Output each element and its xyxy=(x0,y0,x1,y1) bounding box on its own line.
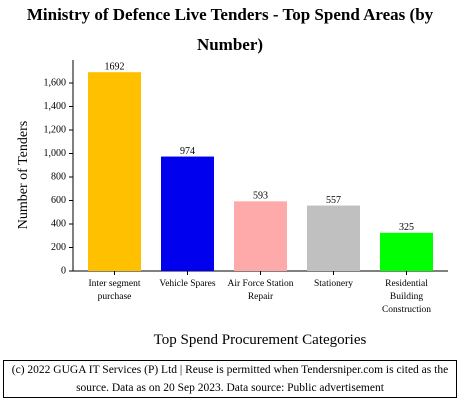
bar xyxy=(380,232,433,271)
value-label: 325 xyxy=(399,222,414,233)
y-tick-label: 800 xyxy=(51,171,66,182)
x-tick-label: Residential Building Construction xyxy=(381,279,432,315)
footer: (c) 2022 GUGA IT Services (P) Ltd | Reus… xyxy=(3,360,457,398)
value-label: 1692 xyxy=(105,61,125,72)
y-tick-label: 200 xyxy=(51,242,66,253)
y-tick-label: 1,200 xyxy=(44,124,67,135)
chart-title: Ministry of Defence Live Tenders - Top S… xyxy=(26,5,434,54)
y-axis-label: Number of Tenders xyxy=(16,121,31,229)
x-tick-label: Inter segment purchase xyxy=(88,279,141,302)
y-tick-label: 400 xyxy=(51,218,66,229)
y-tick-label: 1,000 xyxy=(44,148,67,159)
value-label: 593 xyxy=(253,191,268,202)
value-label: 557 xyxy=(326,195,341,206)
x-tick-label: Stationery xyxy=(313,279,354,289)
y-tick-label: 1,400 xyxy=(44,101,67,112)
x-axis-label: Top Spend Procurement Categories xyxy=(153,332,367,348)
bar xyxy=(307,205,360,271)
x-tick-label: Air Force Station Repair xyxy=(227,279,294,302)
bar xyxy=(88,72,141,271)
bar xyxy=(234,201,287,271)
x-tick-label: Vehicle Spares xyxy=(159,279,216,289)
y-tick-label: 0 xyxy=(61,265,66,276)
value-label: 974 xyxy=(180,146,195,157)
y-tick-label: 1,600 xyxy=(44,77,67,88)
bar xyxy=(161,156,214,271)
y-tick-label: 600 xyxy=(51,195,66,206)
